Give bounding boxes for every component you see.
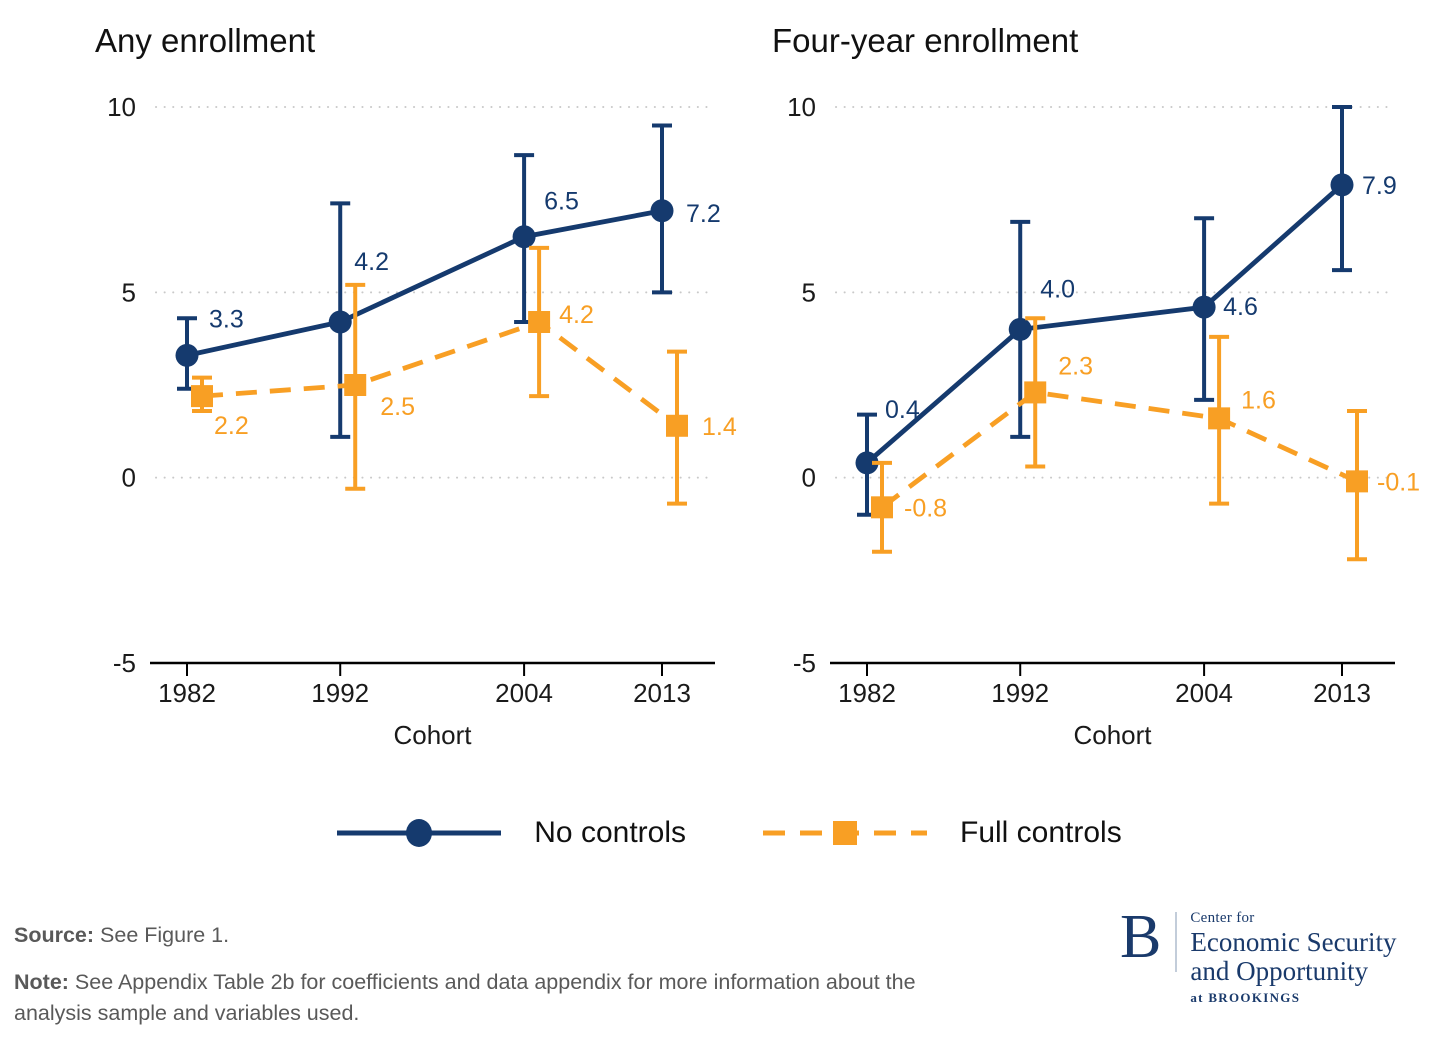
series-full-controls: 2.2 2.5 4.2 1.4 [191, 245, 737, 506]
y-tick-label: 10 [107, 92, 136, 122]
y-tick-label: 0 [122, 463, 136, 493]
data-point-square [1024, 381, 1047, 404]
data-point-circle [512, 225, 536, 249]
data-point-square [1346, 470, 1368, 493]
logo-b: B [1120, 903, 1162, 971]
x-axis-title: Cohort [393, 720, 472, 750]
data-point-circle [175, 343, 199, 367]
logo-center-for: Center for [1190, 910, 1255, 926]
no-controls-line-sample [337, 819, 502, 847]
y-tick-label: 10 [787, 92, 816, 122]
data-point-circle [1192, 295, 1216, 319]
data-label: 4.2 [354, 248, 389, 276]
source-line: Source: See Figure 1. [14, 920, 979, 951]
data-label: 7.9 [1362, 172, 1397, 200]
data-label: 6.5 [544, 188, 579, 216]
series-line [865, 183, 1344, 465]
data-label: 1.4 [702, 413, 737, 441]
legend-label-no-controls: No controls [534, 816, 686, 849]
data-point-square [666, 414, 688, 437]
x-tick-label: 2004 [1175, 678, 1233, 708]
data-label: 2.3 [1058, 352, 1093, 380]
y-tick-label: 5 [122, 277, 136, 307]
charts-canvas: 10 5 0 -5 1982 1992 2004 2013 Cohort 3.3 4.2 6.5 7.2… [107, 92, 1420, 750]
x-tick-label: 2004 [495, 678, 553, 708]
logo-and-opportunity: and Opportunity [1190, 956, 1369, 987]
data-point-square [1208, 407, 1231, 430]
logo-economic-security: Economic Security [1190, 927, 1397, 957]
data-point-square [871, 496, 893, 519]
data-label: 0.4 [885, 396, 920, 424]
legend: No controls Full controls [0, 816, 1456, 850]
x-tick-label: 1992 [991, 678, 1049, 708]
logo-text: Center for Economic Security and Opportu… [1190, 906, 1396, 1006]
data-point-circle [328, 310, 352, 334]
series-line [880, 389, 1358, 510]
series-line [186, 208, 663, 358]
note-line: Note: See Appendix Table 2b for coeffici… [14, 967, 979, 1029]
y-tick-label: 5 [802, 277, 816, 307]
source-text: See Figure 1. [94, 923, 230, 947]
data-point-circle [650, 199, 674, 223]
data-label: 4.0 [1040, 275, 1075, 303]
full-controls-line-sample [763, 821, 927, 845]
panel-title-any-enrollment: Any enrollment [95, 22, 316, 59]
legend-label-full-controls: Full controls [960, 816, 1122, 849]
x-axis-title: Cohort [1073, 720, 1152, 750]
source-label: Source: [14, 923, 95, 947]
series-full-controls: -0.8 2.3 1.6 -0.1 [871, 316, 1420, 562]
y-tick-label: -5 [793, 648, 816, 678]
data-label: 4.6 [1223, 293, 1258, 321]
note-text: See Appendix Table 2b for coefficients a… [14, 970, 916, 1026]
note-label: Note: [14, 970, 69, 995]
brookings-logo: B Center for Economic Security and Oppor… [1120, 906, 1397, 1006]
data-label: 1.6 [1241, 386, 1276, 414]
data-point-square [191, 385, 213, 408]
legend-item-full-controls: Full controls [760, 816, 1122, 850]
panel-1: 10 5 0 -5 1982 1992 2004 2013 Cohort 0.4 4.0 4.6 7.9… [787, 92, 1420, 750]
panel-title-four-year-enrollment: Four-year enrollment [772, 22, 1079, 59]
logo-at-brookings: at BROOKINGS [1190, 990, 1301, 1006]
legend-item-no-controls: No controls [334, 816, 686, 850]
data-label: 2.5 [380, 393, 415, 421]
data-label: -0.1 [1377, 468, 1420, 496]
x-tick-label: 1982 [158, 678, 216, 708]
y-tick-label: -5 [113, 648, 136, 678]
x-tick-label: 1982 [838, 678, 896, 708]
x-tick-label: 2013 [1313, 678, 1371, 708]
panel-0: 10 5 0 -5 1982 1992 2004 2013 Cohort 3.3 4.2 6.5 7.2… [107, 92, 737, 750]
x-tick-label: 2013 [633, 678, 691, 708]
data-label: 4.2 [559, 301, 594, 329]
data-label: 7.2 [686, 200, 721, 228]
data-point-circle [1008, 317, 1032, 341]
series-no-controls: 0.4 4.0 4.6 7.9 [855, 105, 1397, 517]
data-label: 3.3 [209, 305, 244, 333]
data-point-square [344, 374, 367, 396]
series-line [201, 319, 679, 428]
y-tick-label: 0 [802, 463, 816, 493]
data-label: 2.2 [214, 412, 249, 440]
logo-divider [1175, 912, 1178, 972]
series-no-controls: 3.3 4.2 6.5 7.2 [175, 123, 721, 439]
data-label: -0.8 [904, 494, 947, 522]
footer: Source: See Figure 1. Note: See Appendix… [14, 920, 979, 1030]
x-tick-label: 1992 [311, 678, 369, 708]
data-point-circle [1330, 173, 1354, 197]
data-point-square [528, 310, 551, 333]
data-point-circle [855, 451, 879, 475]
